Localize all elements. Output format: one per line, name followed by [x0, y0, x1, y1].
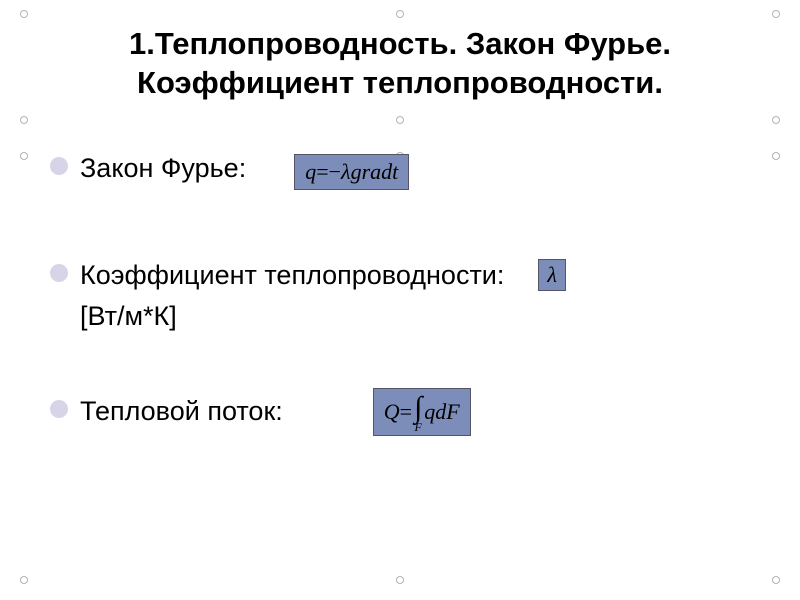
- slide-content: Закон Фурье: q = − λ gradt Коэффициент т…: [38, 151, 762, 437]
- f-eq: =: [316, 159, 328, 185]
- f-minus: −: [329, 159, 341, 185]
- title-line-2: Коэффициент теплопроводности.: [137, 65, 663, 100]
- bullet-item: Закон Фурье:: [50, 151, 246, 186]
- lambda-symbol: λ: [547, 262, 557, 288]
- item-fourier: Закон Фурье: q = − λ gradt: [50, 151, 762, 194]
- f-lambda: λ: [341, 159, 351, 185]
- slide-title: 1.Теплопроводность. Закон Фурье. Коэффиц…: [38, 25, 762, 103]
- coeff-lambda-box: λ: [538, 259, 566, 291]
- f-lhs: q: [305, 159, 316, 185]
- slide: 1.Теплопроводность. Закон Фурье. Коэффиц…: [0, 0, 800, 600]
- bullet-icon: [50, 264, 68, 282]
- flux-label: Тепловой поток:: [80, 394, 283, 429]
- item-heat-flux: Тепловой поток: Q = ∫ F qdF: [50, 388, 762, 436]
- coeff-label: Коэффициент теплопроводности:: [80, 258, 504, 293]
- q-eq: =: [400, 399, 412, 425]
- fourier-formula: q = − λ gradt: [294, 154, 409, 190]
- bullet-item: Тепловой поток:: [50, 394, 283, 429]
- item-coefficient: Коэффициент теплопроводности: λ [Вт/м*К]: [50, 258, 762, 332]
- coeff-unit: [Вт/м*К]: [80, 301, 762, 332]
- int-lower: F: [415, 423, 422, 431]
- flux-formula: Q = ∫ F qdF: [373, 388, 471, 436]
- fourier-label: Закон Фурье:: [80, 151, 246, 186]
- integral-icon: ∫ F: [414, 393, 422, 431]
- f-grad: gradt: [351, 159, 399, 185]
- bullet-icon: [50, 157, 68, 175]
- bullet-item: Коэффициент теплопроводности:: [50, 258, 504, 293]
- title-line-1: 1.Теплопроводность. Закон Фурье.: [129, 26, 671, 61]
- bullet-icon: [50, 400, 68, 418]
- q-integrand: qdF: [424, 399, 459, 425]
- q-lhs: Q: [384, 399, 400, 425]
